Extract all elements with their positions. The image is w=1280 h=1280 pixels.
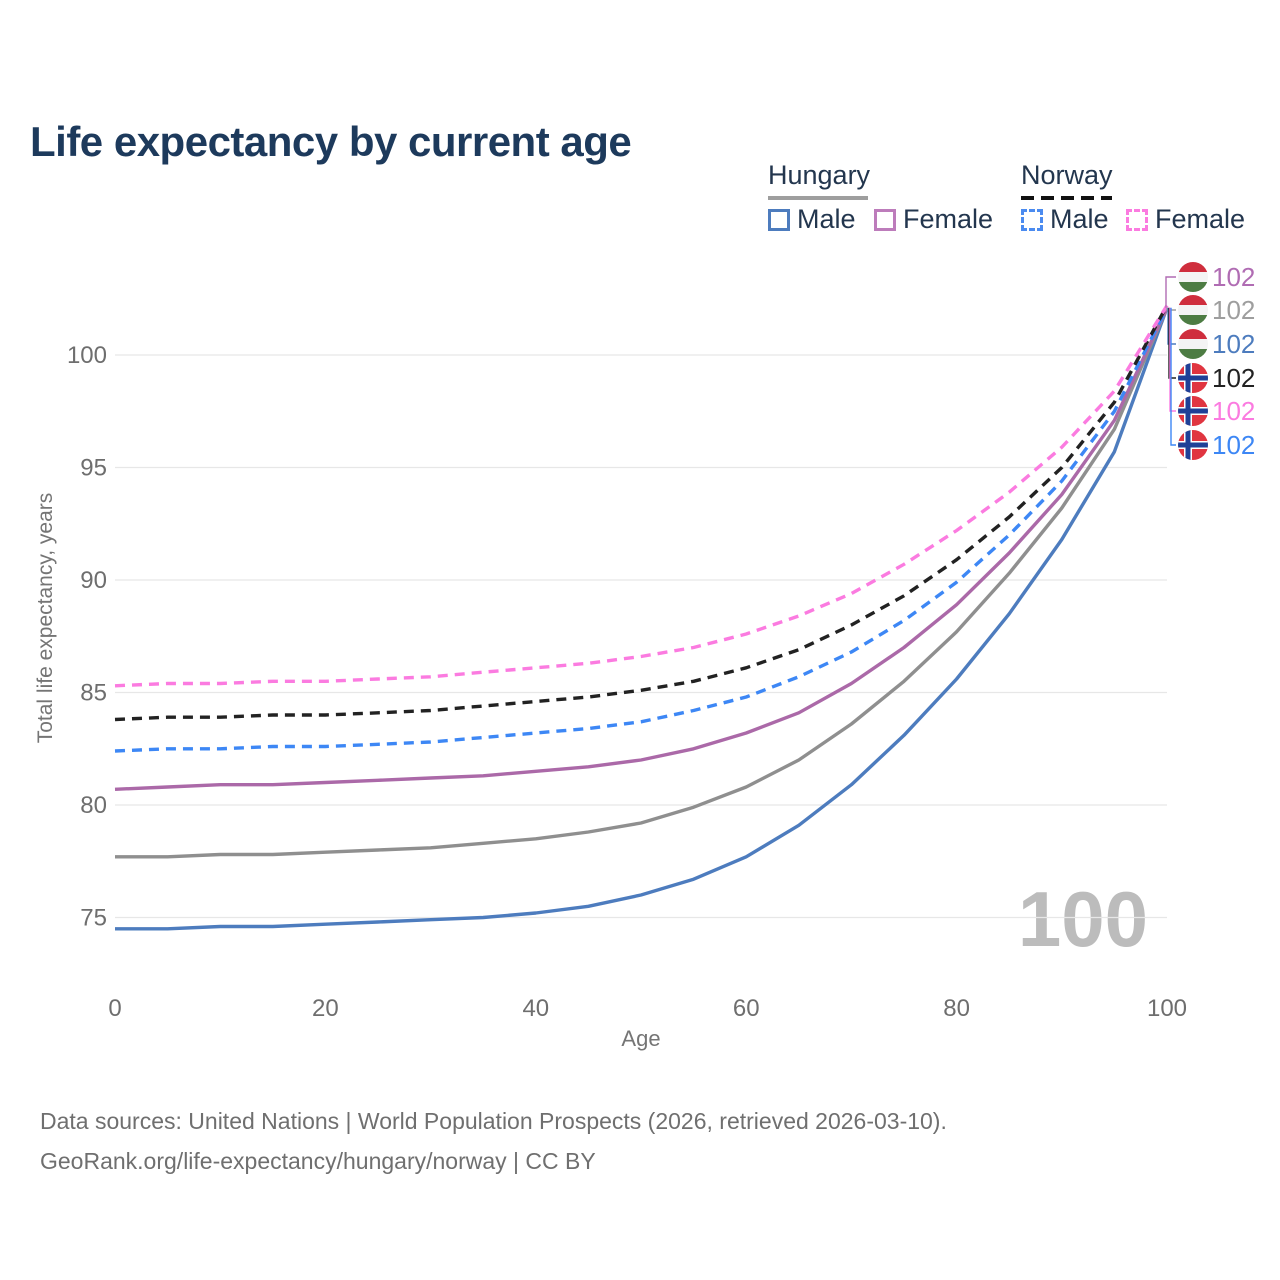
y-axis-title: Total life expectancy, years: [34, 492, 57, 744]
series-line-hungary-both-sexes[interactable]: [115, 307, 1169, 859]
end-value-label-norway-male: 102: [1212, 430, 1255, 460]
legend-group-norway: Norway: [1021, 160, 1113, 200]
hungary-male-swatch: [768, 208, 790, 231]
y-tick-label-85: 85: [80, 680, 107, 707]
leader-line-hungary-male: [1167, 307, 1176, 345]
hungary-flag-shape: [1178, 329, 1208, 359]
flag-band: [1178, 329, 1208, 339]
flag-band: [1178, 262, 1208, 272]
x-tick-label-80: 80: [943, 995, 970, 1022]
series-line-hungary-female[interactable]: [114, 307, 1169, 791]
hungary-flag-shape: [1178, 262, 1208, 292]
flag-band: [1178, 339, 1208, 349]
legend-label: Male: [797, 204, 856, 234]
legend-item-norway-male[interactable]: Male: [1021, 204, 1109, 235]
norway-flag-icon: [1178, 396, 1208, 426]
series-line-hungary-male[interactable]: [115, 307, 1169, 931]
end-value-label-hungary-male: 102: [1212, 329, 1255, 359]
norway-line-swatch: [1021, 196, 1112, 200]
x-tick-label-40: 40: [522, 995, 549, 1022]
norway-flag-icon: [1178, 430, 1208, 460]
leader-line-norway-male: [1170, 307, 1176, 446]
norway-female-swatch: [1126, 208, 1148, 231]
legend-label: Male: [1050, 204, 1109, 234]
leader-line-norway-both-sexes: [1168, 307, 1176, 379]
norway-flag-shape: [1178, 363, 1208, 393]
hungary-female-swatch: [874, 208, 896, 231]
flag-band: [1178, 272, 1208, 282]
norway-flag-shape: [1178, 430, 1208, 460]
series-line-norway-male[interactable]: [114, 307, 1169, 753]
flag-band: [1178, 349, 1208, 359]
end-value-label-hungary-both-sexes: 102: [1212, 295, 1255, 325]
series-line-norway-both-sexes[interactable]: [114, 304, 1169, 722]
legend-group-hungary: Hungary: [768, 160, 870, 200]
x-tick-label-100: 100: [1147, 995, 1187, 1022]
y-tick-label-95: 95: [80, 455, 107, 482]
hungary-flag-icon: [1178, 295, 1208, 325]
y-tick-label-90: 90: [80, 567, 107, 594]
x-tick-label-60: 60: [733, 995, 760, 1022]
legend-country-norway-label[interactable]: Norway: [1021, 160, 1113, 190]
flag-band: [1178, 442, 1208, 448]
hungary-flag-icon: [1178, 262, 1208, 292]
x-tick-label-0: 0: [108, 995, 121, 1022]
end-value-label-hungary-female: 102: [1212, 262, 1255, 292]
year-watermark: 100: [1018, 875, 1148, 963]
end-value-label-norway-female: 102: [1212, 396, 1255, 426]
end-value-label-norway-both-sexes: 102: [1212, 363, 1255, 393]
flag-band: [1178, 375, 1208, 381]
hungary-flag-shape: [1178, 295, 1208, 325]
data-sources-text: Data sources: United Nations | World Pop…: [40, 1108, 947, 1134]
leader-line-norway-female: [1169, 307, 1176, 412]
legend-item-hungary-male[interactable]: Male: [768, 204, 856, 235]
flag-band: [1178, 282, 1208, 292]
series-line-norway-female[interactable]: [114, 304, 1169, 688]
y-tick-label-80: 80: [80, 792, 107, 819]
attribution-link-text[interactable]: GeoRank.org/life-expectancy/hungary/norw…: [40, 1148, 596, 1174]
x-axis-title: Age: [621, 1026, 661, 1051]
leader-line-hungary-female: [1165, 276, 1176, 308]
x-tick-label-20: 20: [312, 995, 339, 1022]
legend-item-hungary-female[interactable]: Female: [874, 204, 993, 235]
hungary-flag-icon: [1178, 329, 1208, 359]
norway-flag-shape: [1178, 396, 1208, 426]
legend-item-norway-female[interactable]: Female: [1126, 204, 1245, 235]
page-title: Life expectancy by current age: [30, 118, 632, 166]
legend-country-hungary-label[interactable]: Hungary: [768, 160, 871, 190]
hungary-line-swatch: [768, 196, 868, 200]
leader-line-hungary-both-sexes: [1166, 307, 1176, 311]
flag-band: [1178, 295, 1208, 305]
norway-flag-icon: [1178, 363, 1208, 393]
y-tick-label-75: 75: [80, 905, 107, 932]
flag-band: [1178, 305, 1208, 315]
flag-band: [1178, 408, 1208, 414]
norway-male-swatch: [1021, 208, 1043, 231]
legend-label: Female: [1155, 204, 1246, 234]
flag-band: [1178, 315, 1208, 325]
y-tick-label-100: 100: [67, 342, 107, 369]
legend-label: Female: [903, 204, 994, 234]
